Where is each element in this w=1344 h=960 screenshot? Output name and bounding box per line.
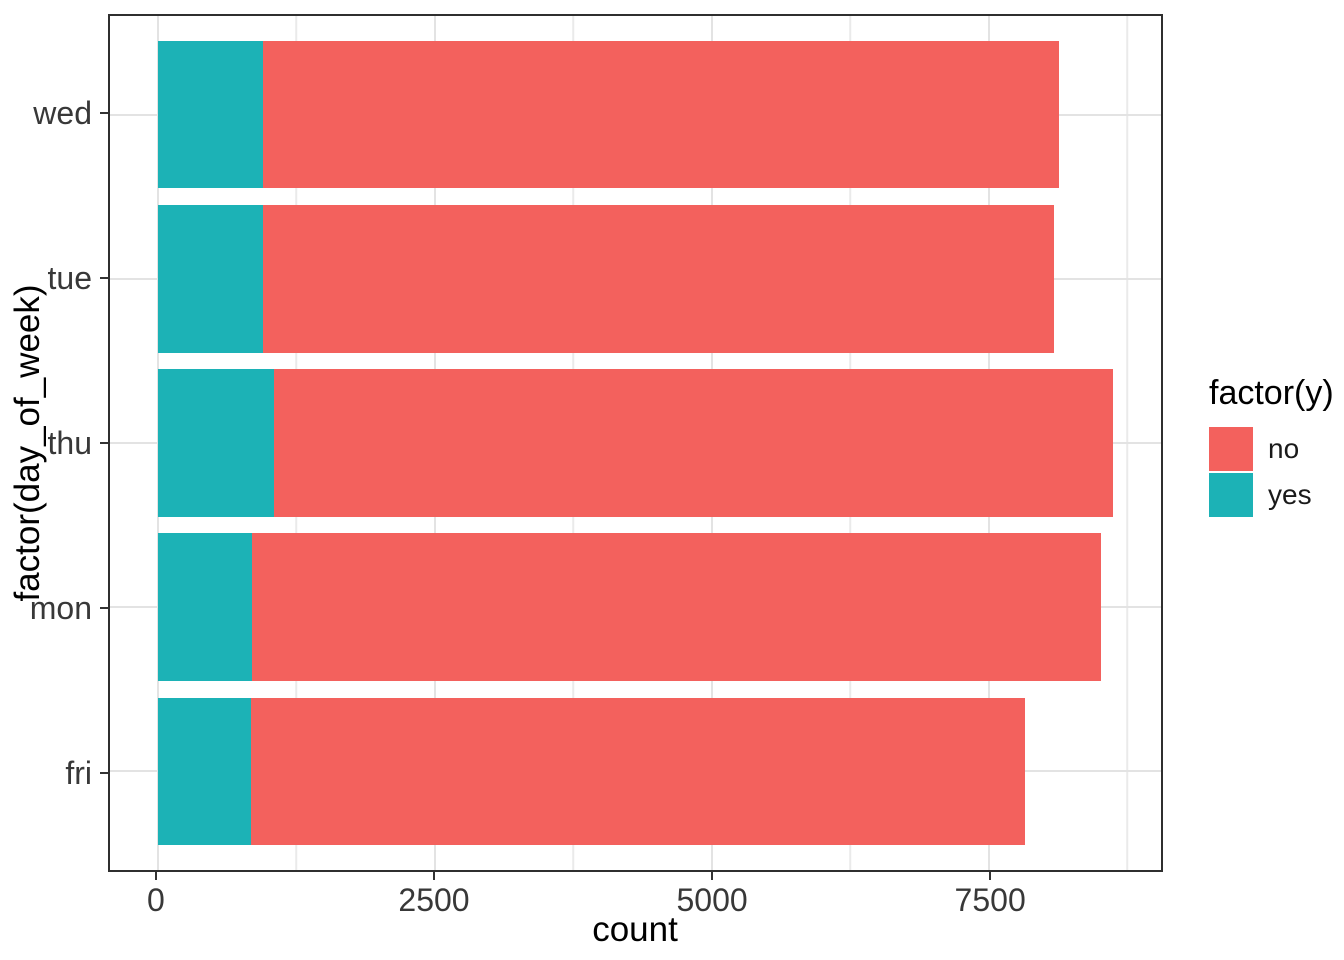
y-axis: wed tue thu mon fri bbox=[0, 14, 108, 872]
y-tick-label-mon: mon bbox=[29, 589, 92, 626]
bar-segment-fri-no bbox=[251, 697, 1026, 846]
y-tick-mark-thu bbox=[100, 442, 108, 444]
y-tick-mark-mon bbox=[100, 606, 108, 609]
legend-key-no bbox=[1209, 427, 1253, 471]
bar-row-tue bbox=[110, 204, 1161, 353]
bar-segment-fri-yes bbox=[157, 697, 252, 846]
bar-row-fri bbox=[110, 697, 1161, 846]
bar-segment-mon-yes bbox=[157, 533, 252, 682]
x-tick-label-2500: 2500 bbox=[398, 882, 470, 918]
bar-segment-wed-no bbox=[262, 40, 1060, 189]
bar-segment-tue-yes bbox=[157, 204, 264, 353]
legend-item-no: no bbox=[1209, 427, 1344, 471]
plot-panel bbox=[108, 14, 1163, 872]
legend-items: no yes bbox=[1209, 427, 1344, 517]
bar-row-mon bbox=[110, 533, 1161, 682]
legend-item-yes: yes bbox=[1209, 473, 1344, 517]
y-tick-mark-tue bbox=[100, 277, 108, 279]
x-tick-mark-5000 bbox=[711, 872, 714, 880]
y-tick-label-fri: fri bbox=[65, 755, 92, 791]
y-tick-mark-fri bbox=[100, 772, 108, 774]
x-axis: 0 2500 5000 7500 bbox=[108, 872, 1163, 952]
x-tick-mark-7500 bbox=[989, 872, 992, 880]
y-tick-label-thu: thu bbox=[47, 425, 92, 461]
x-axis-title: count bbox=[592, 910, 678, 949]
legend-label-yes: yes bbox=[1268, 479, 1312, 510]
x-tick-label-0: 0 bbox=[147, 882, 165, 918]
x-tick-label-5000: 5000 bbox=[676, 882, 748, 918]
bar-segment-thu-yes bbox=[157, 369, 274, 517]
legend-key-yes bbox=[1209, 473, 1253, 517]
bar-segment-wed-yes bbox=[157, 40, 263, 189]
x-tick-mark-2500 bbox=[433, 872, 435, 880]
y-tick-label-tue: tue bbox=[47, 260, 92, 296]
bar-row-thu bbox=[110, 369, 1161, 517]
legend-title: factor(y) bbox=[1209, 374, 1334, 412]
x-tick-mark-0 bbox=[154, 872, 157, 880]
bar-segment-thu-no bbox=[273, 369, 1114, 517]
x-tick-label-7500: 7500 bbox=[954, 882, 1026, 918]
bar-segment-tue-no bbox=[263, 204, 1055, 353]
legend: factor(y) no yes bbox=[1209, 374, 1344, 519]
bar-row-wed bbox=[110, 40, 1161, 189]
legend-label-no: no bbox=[1268, 433, 1300, 464]
y-tick-mark-wed bbox=[100, 112, 108, 114]
bar-segment-mon-no bbox=[251, 533, 1102, 682]
y-tick-label-wed: wed bbox=[33, 95, 92, 131]
